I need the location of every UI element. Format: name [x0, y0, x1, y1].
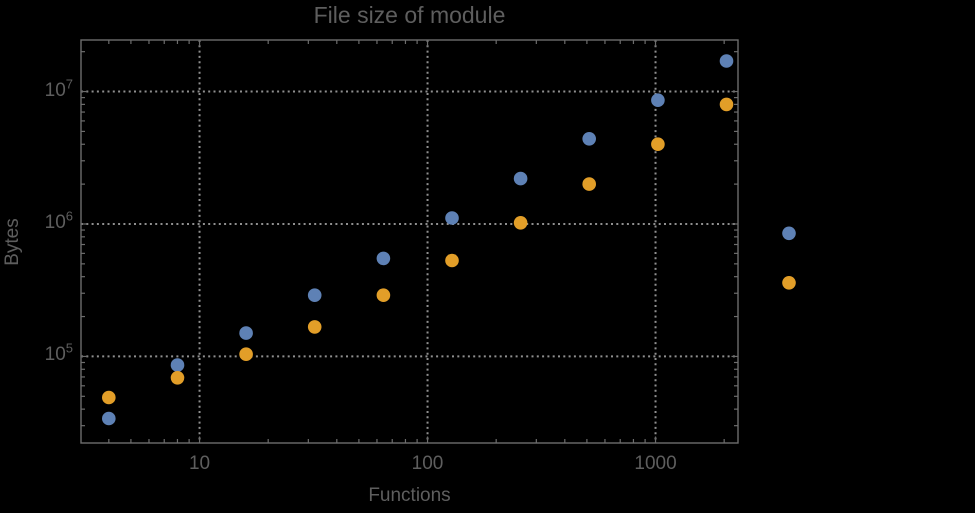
data-point-orange: [513, 216, 528, 230]
data-point-blue: [102, 411, 116, 426]
data-point-orange: [170, 371, 185, 385]
x-axis-label: Functions: [368, 485, 451, 506]
y-tick-label: 105: [44, 341, 73, 366]
x-tick-label: 100: [411, 453, 444, 474]
y-tick-label: 106: [44, 208, 73, 233]
data-point-blue: [376, 251, 391, 266]
y-tick-label: 107: [44, 76, 73, 101]
data-point-blue: [307, 288, 322, 303]
data-point-orange: [307, 320, 322, 334]
x-tick-label: 10: [188, 453, 211, 474]
data-point-blue: [719, 54, 734, 68]
chart-title: File size of module: [313, 2, 506, 28]
data-point-blue: [445, 211, 459, 225]
data-point-blue: [582, 132, 596, 146]
data-point-orange: [719, 97, 734, 112]
data-point-orange: [102, 390, 116, 405]
data-point-blue: [782, 226, 796, 241]
data-point-blue: [513, 171, 528, 186]
data-point-orange: [651, 137, 665, 151]
data-point-orange: [582, 177, 596, 191]
data-point-orange: [239, 347, 253, 362]
x-tick-label: 1000: [634, 453, 677, 474]
data-point-orange: [782, 276, 796, 290]
data-point-orange: [445, 253, 459, 268]
plot-frame: [80, 39, 739, 444]
data-point-blue: [651, 93, 665, 107]
data-point-blue: [239, 326, 253, 340]
data-point-blue: [170, 358, 185, 372]
data-point-orange: [376, 288, 391, 303]
